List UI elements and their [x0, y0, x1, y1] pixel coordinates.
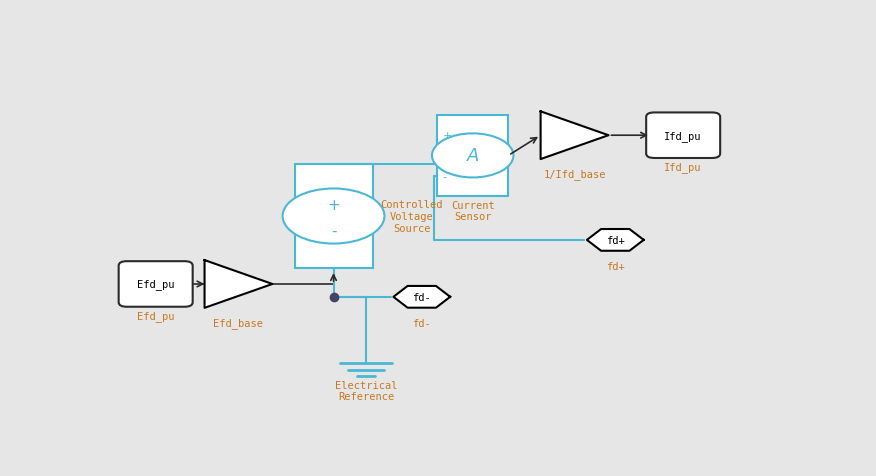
Text: Current
Sensor: Current Sensor	[451, 200, 495, 222]
Text: 1/Ifd_base: 1/Ifd_base	[543, 169, 606, 180]
Text: Controlled
Voltage
Source: Controlled Voltage Source	[381, 200, 443, 233]
Text: Efd_base: Efd_base	[214, 317, 264, 328]
FancyBboxPatch shape	[118, 262, 193, 307]
Circle shape	[432, 134, 513, 178]
Text: fd-: fd-	[413, 292, 431, 302]
Text: +: +	[327, 198, 340, 212]
Text: Efd_pu: Efd_pu	[137, 310, 174, 321]
Text: Ifd_pu: Ifd_pu	[664, 162, 702, 172]
Polygon shape	[540, 112, 609, 160]
Polygon shape	[393, 287, 450, 308]
Text: fd+: fd+	[606, 236, 625, 245]
FancyBboxPatch shape	[294, 164, 372, 269]
FancyBboxPatch shape	[646, 113, 720, 159]
Text: fd+: fd+	[606, 262, 625, 272]
Text: Ifd_pu: Ifd_pu	[664, 130, 702, 141]
Circle shape	[283, 189, 385, 244]
Text: -: -	[331, 224, 336, 238]
Polygon shape	[204, 260, 272, 308]
Text: Electrical
Reference: Electrical Reference	[335, 380, 398, 401]
Text: Efd_pu: Efd_pu	[137, 279, 174, 290]
Text: fd-: fd-	[413, 318, 431, 328]
Text: +: +	[442, 131, 452, 141]
FancyBboxPatch shape	[437, 116, 508, 197]
Text: -: -	[442, 171, 447, 181]
Polygon shape	[587, 229, 644, 251]
Text: A: A	[467, 147, 479, 165]
